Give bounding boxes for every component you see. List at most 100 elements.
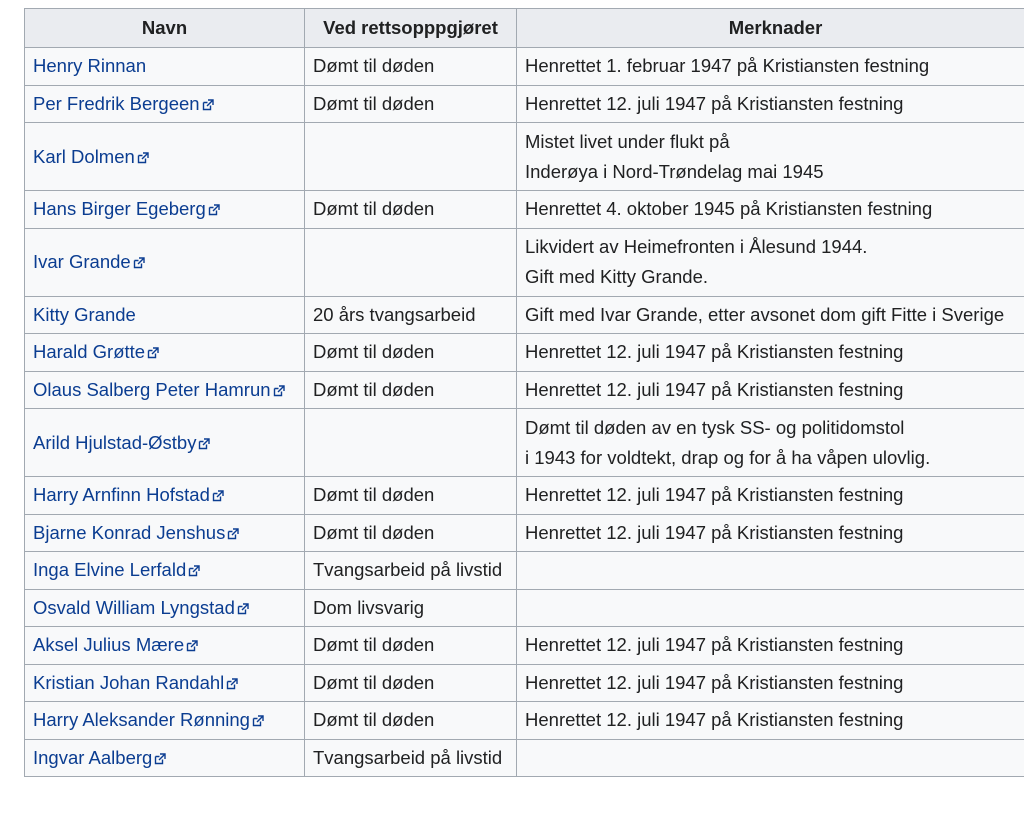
note-line: Inderøya i Nord-Trøndelag mai 1945 (525, 160, 824, 182)
external-link-icon[interactable] (154, 753, 167, 765)
notes-cell: Henrettet 12. juli 1947 på Kristiansten … (516, 370, 1024, 409)
external-link-icon[interactable] (188, 565, 200, 577)
person-name-link[interactable]: Aksel Julius Mære (33, 634, 185, 656)
verdict-cell: Dom livsvarig (304, 588, 517, 627)
verdict-cell: 20 års tvangsarbeid (304, 295, 517, 334)
person-name-link[interactable]: Henry Rinnan (33, 55, 147, 77)
note-line: Henrettet 12. juli 1947 på Kristiansten … (525, 378, 904, 400)
verdict-cell: Dømt til døden (304, 190, 517, 229)
notes-cell: Dømt til døden av en tysk SS- og politid… (516, 408, 1024, 477)
table-body: Henry Rinnan Dømt til døden Henrettet 1. f… (24, 47, 1024, 777)
table-row: Ivar Grande Likvidert av Heimefronten i Å… (24, 227, 1024, 297)
external-link-icon[interactable] (237, 603, 249, 615)
external-link-icon[interactable] (133, 257, 145, 269)
table-row: Olaus Salberg Peter Hamrun Dømt til døden… (24, 370, 1024, 409)
external-link-icon[interactable] (137, 151, 149, 164)
verdict-cell: Dømt til døden (304, 47, 517, 86)
external-link-icon[interactable] (208, 204, 220, 216)
verdict-cell (304, 122, 517, 191)
person-name-link[interactable]: Ingvar Aalberg (33, 746, 153, 768)
table-row: Osvald William Lyngstad Dom livsvarig (24, 588, 1024, 627)
verdict-cell: Tvangsarbeid på livstid (304, 551, 517, 590)
person-name-link[interactable]: Inga Elvine Lerfald (33, 559, 187, 581)
name-cell: Osvald William Lyngstad (24, 588, 305, 627)
person-name-link[interactable]: Harry Aleksander Rønning (33, 709, 250, 731)
table-row: Harald Grøtte Dømt til døden Henrettet 12.… (24, 333, 1024, 372)
name-cell: Harald Grøtte (24, 333, 305, 372)
name-cell: Olaus Salberg Peter Hamrun (24, 370, 305, 409)
external-link-icon[interactable] (212, 490, 224, 502)
verdict-cell (304, 227, 517, 297)
person-name-link[interactable]: Ivar Grande (33, 251, 131, 272)
notes-cell: Henrettet 12. juli 1947 på Kristiansten … (516, 663, 1024, 702)
notes-cell: Henrettet 1. februar 1947 på Kristianste… (516, 47, 1024, 86)
name-cell: Inga Elvine Lerfald (24, 551, 305, 590)
notes-cell: Gift med Ivar Grande, etter avsonet dom … (516, 295, 1024, 334)
column-header-notes[interactable]: Merknader (516, 8, 1024, 48)
person-name-link[interactable]: Bjarne Konrad Jenshus (33, 521, 226, 543)
external-link-icon[interactable] (227, 528, 240, 540)
person-name-link[interactable]: Kitty Grande (33, 303, 136, 325)
table-row: Henry Rinnan Dømt til døden Henrettet 1. f… (24, 47, 1024, 86)
name-cell: Hans Birger Egeberg (24, 190, 305, 229)
verdict-cell: Dømt til døden (304, 84, 517, 123)
note-line: Mistet livet under flukt på (525, 130, 730, 152)
name-cell: Per Fredrik Bergeen (24, 84, 305, 123)
person-name-link[interactable]: Kristian Johan Randahl (33, 671, 225, 693)
person-name-link[interactable]: Osvald William Lyngstad (33, 596, 235, 618)
notes-cell: Henrettet 12. juli 1947 på Kristiansten … (516, 476, 1024, 515)
name-cell: Harry Arnfinn Hofstad (24, 476, 305, 515)
table-row: Arild Hjulstad-Østby Dømt til døden av en… (24, 408, 1024, 477)
table-row: Ingvar Aalberg Tvangsarbeid på livstid (24, 738, 1024, 777)
external-link-icon[interactable] (202, 99, 214, 111)
notes-cell: Henrettet 12. juli 1947 på Kristiansten … (516, 626, 1024, 665)
column-header-verdict[interactable]: Ved rettsopppgjøret (304, 8, 517, 48)
table-row: Hans Birger Egeberg Dømt til døden Henrett… (24, 190, 1024, 229)
name-cell: Kitty Grande (24, 295, 305, 334)
person-name-link[interactable]: Hans Birger Egeberg (33, 198, 206, 220)
note-line: Gift med Ivar Grande, etter avsonet dom … (525, 303, 1005, 325)
table-header-row: Navn Ved rettsopppgjøret Merknader (24, 8, 1024, 48)
table-row: Karl Dolmen Mistet livet under flukt på In… (24, 122, 1024, 191)
name-cell: Aksel Julius Mære (24, 626, 305, 665)
note-line: Likvidert av Heimefronten i Ålesund 1944… (525, 236, 868, 257)
column-header-name[interactable]: Navn (24, 8, 305, 48)
person-name-link[interactable]: Karl Dolmen (33, 145, 135, 167)
verdict-cell: Dømt til døden (304, 513, 517, 552)
external-link-icon[interactable] (226, 678, 238, 690)
person-name-link[interactable]: Olaus Salberg Peter Hamrun (33, 378, 271, 400)
verdict-cell: Dømt til døden (304, 701, 517, 740)
person-name-link[interactable]: Arild Hjulstad-Østby (33, 431, 197, 453)
external-link-icon[interactable] (147, 347, 159, 359)
note-line: i 1943 for voldtekt, drap og for å ha vå… (525, 446, 931, 468)
verdict-cell (304, 408, 517, 477)
note-line: Henrettet 12. juli 1947 på Kristiansten … (525, 709, 904, 731)
external-link-icon[interactable] (186, 640, 198, 652)
notes-cell: Mistet livet under flukt på Inderøya i No… (516, 122, 1024, 191)
table-row: Per Fredrik Bergeen Dømt til døden Henrett… (24, 84, 1024, 123)
note-line: Henrettet 12. juli 1947 på Kristiansten … (525, 521, 904, 543)
table-row: Kitty Grande 20 års tvangsarbeid Gift med … (24, 295, 1024, 334)
table-row: Bjarne Konrad Jenshus Dømt til døden Henre… (24, 513, 1024, 552)
person-name-link[interactable]: Per Fredrik Bergeen (33, 92, 200, 114)
notes-cell (516, 738, 1024, 777)
name-cell: Arild Hjulstad-Østby (24, 408, 305, 477)
note-line: Henrettet 12. juli 1947 på Kristiansten … (525, 92, 904, 114)
verdict-cell: Dømt til døden (304, 626, 517, 665)
verdict-cell: Tvangsarbeid på livstid (304, 738, 517, 777)
external-link-icon[interactable] (252, 715, 264, 727)
verdict-cell: Dømt til døden (304, 476, 517, 515)
table-row: Harry Aleksander Rønning Dømt til døden He… (24, 701, 1024, 740)
name-cell: Ingvar Aalberg (24, 738, 305, 777)
external-link-icon[interactable] (273, 385, 285, 397)
note-line: Dømt til døden av en tysk SS- og politid… (525, 416, 905, 438)
person-name-link[interactable]: Harry Arnfinn Hofstad (33, 484, 210, 506)
name-cell: Henry Rinnan (24, 47, 305, 86)
verdict-cell: Dømt til døden (304, 333, 517, 372)
person-name-link[interactable]: Harald Grøtte (33, 341, 146, 363)
table-row: Inga Elvine Lerfald Tvangsarbeid på livst… (24, 551, 1024, 590)
note-line: Henrettet 1. februar 1947 på Kristianste… (525, 55, 930, 77)
notes-cell: Henrettet 12. juli 1947 på Kristiansten … (516, 333, 1024, 372)
name-cell: Karl Dolmen (24, 122, 305, 191)
external-link-icon[interactable] (198, 437, 211, 450)
